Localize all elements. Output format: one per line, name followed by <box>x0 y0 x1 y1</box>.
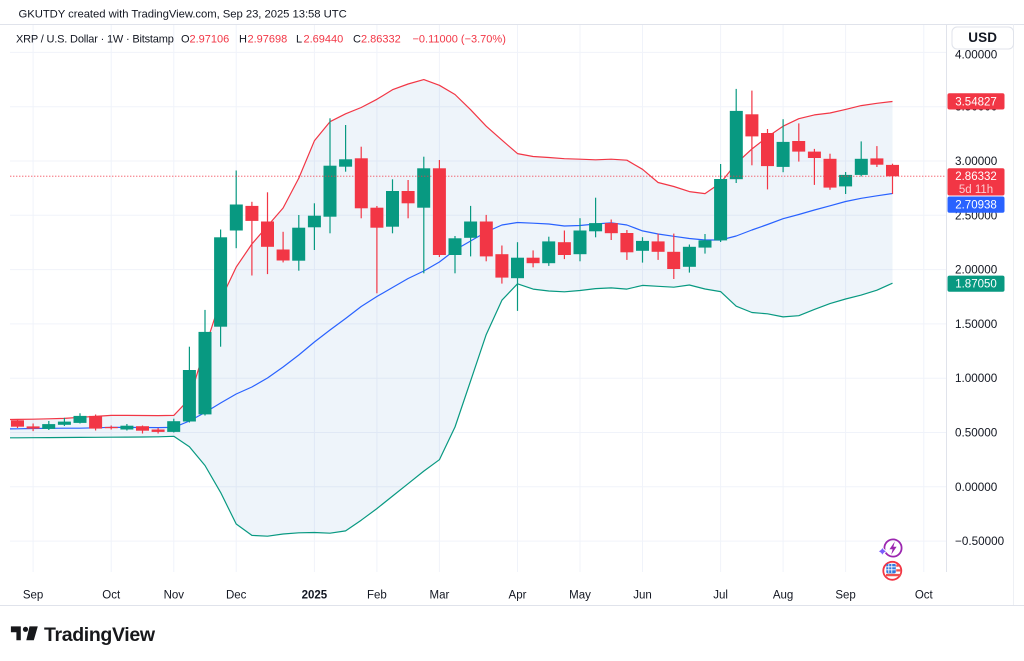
svg-text:0.50000: 0.50000 <box>955 427 998 440</box>
svg-text:−0.50000: −0.50000 <box>955 535 1005 548</box>
svg-text:Oct: Oct <box>102 590 121 602</box>
svg-text:3.00000: 3.00000 <box>955 155 998 168</box>
svg-text:1.87050: 1.87050 <box>955 279 997 291</box>
svg-text:Aug: Aug <box>773 590 793 602</box>
svg-text:2.70938: 2.70938 <box>955 200 997 212</box>
svg-text:2.97698: 2.97698 <box>248 34 288 46</box>
svg-text:Mar: Mar <box>429 590 449 602</box>
svg-text:2.00000: 2.00000 <box>955 264 998 277</box>
svg-text:May: May <box>569 590 591 602</box>
svg-text:Oct: Oct <box>915 590 934 602</box>
svg-text:H: H <box>239 34 247 46</box>
svg-text:Dec: Dec <box>226 590 247 602</box>
svg-text:Sep: Sep <box>23 590 43 602</box>
svg-text:1.50000: 1.50000 <box>955 318 998 331</box>
svg-text:Sep: Sep <box>835 590 855 602</box>
svg-text:1.00000: 1.00000 <box>955 372 998 385</box>
svg-text:Apr: Apr <box>509 590 527 602</box>
svg-text:0.00000: 0.00000 <box>955 481 998 494</box>
svg-text:Jul: Jul <box>713 590 728 602</box>
svg-text:−0.11000 (−3.70%): −0.11000 (−3.70%) <box>413 34 506 46</box>
svg-text:O: O <box>181 34 190 46</box>
svg-text:Nov: Nov <box>164 590 185 602</box>
svg-text:3.54827: 3.54827 <box>955 96 997 108</box>
svg-text:2.69440: 2.69440 <box>304 34 344 46</box>
svg-text:USD: USD <box>968 30 997 45</box>
svg-text:XRP / U.S. Dollar · 1W · Bitst: XRP / U.S. Dollar · 1W · Bitstamp <box>16 34 174 46</box>
svg-text:Jun: Jun <box>633 590 652 602</box>
svg-text:2025: 2025 <box>302 590 328 602</box>
svg-text:TradingView: TradingView <box>44 624 156 646</box>
svg-text:L: L <box>296 34 302 46</box>
svg-text:Feb: Feb <box>367 590 387 602</box>
svg-text:2.86332: 2.86332 <box>955 171 997 183</box>
svg-text:2.97106: 2.97106 <box>190 34 230 46</box>
svg-text:4.00000: 4.00000 <box>955 48 998 61</box>
svg-text:5d 11h: 5d 11h <box>959 184 993 196</box>
svg-text:C: C <box>353 34 361 46</box>
svg-text:2.86332: 2.86332 <box>361 34 401 46</box>
svg-text:GKUTDY created with TradingVie: GKUTDY created with TradingView.com, Sep… <box>19 9 347 21</box>
